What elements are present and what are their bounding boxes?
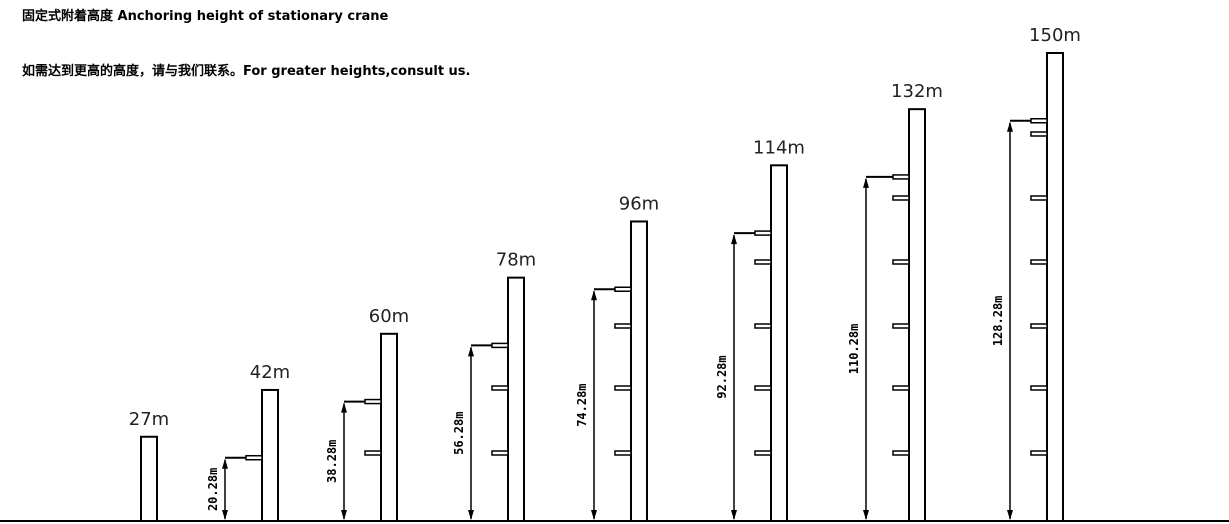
top-anchor-collar: [614, 286, 632, 292]
anchor-collar: [754, 259, 772, 265]
anchor-collar: [1030, 450, 1048, 456]
anchor-collar: [892, 450, 910, 456]
top-anchor-collar: [364, 398, 382, 405]
anchor-collar: [892, 195, 910, 201]
anchor-collar: [1030, 259, 1048, 265]
dimension-arrow-down: [1007, 510, 1013, 520]
anchor-height-label: 92.28m: [715, 355, 729, 398]
crane-mast: [1046, 52, 1064, 522]
anchor-collar: [754, 450, 772, 456]
dimension-arrow-down: [468, 510, 474, 520]
anchor-height-label: 20.28m: [206, 468, 220, 511]
anchor-height-label: 110.28m: [847, 324, 861, 375]
anchor-collar: [1030, 131, 1048, 137]
anchor-height-label: 56.28m: [452, 412, 466, 455]
anchor-height-label: 74.28m: [575, 383, 589, 426]
dimension-arrow-up: [341, 402, 347, 413]
crane-height-label: 78m: [496, 250, 536, 271]
dimension-arrow-up: [591, 290, 597, 301]
contact-note: 如需达到更高的高度，请与我们联系。For greater heights,con…: [22, 64, 471, 79]
anchor-collar: [364, 450, 382, 456]
dimension-arrow-up: [731, 234, 737, 245]
anchor-collar: [754, 323, 772, 329]
top-anchor-collar: [491, 342, 509, 349]
crane-height-label: 60m: [369, 306, 409, 327]
top-anchor-collar: [754, 230, 772, 236]
crane-mast: [630, 220, 648, 522]
anchor-collar: [1030, 195, 1048, 201]
anchor-collar: [491, 385, 509, 391]
crane-mast: [380, 332, 398, 522]
dimension-arrow-up: [1007, 121, 1013, 132]
anchor-height-label: 128.28m: [991, 296, 1005, 347]
anchor-height-label: 38.28m: [325, 440, 339, 483]
dimension-arrow-up: [468, 346, 474, 357]
anchor-collar: [491, 450, 509, 456]
anchor-collar: [892, 385, 910, 391]
crane-mast: [261, 388, 279, 522]
crane-height-label: 150m: [1029, 25, 1081, 46]
diagram-title: 固定式附着高度 Anchoring height of stationary c…: [22, 9, 389, 24]
dimension-arrow-down: [591, 510, 597, 520]
crane-mast: [770, 164, 788, 522]
crane-height-label: 114m: [753, 137, 805, 158]
dimension-arrow-down: [731, 510, 737, 520]
dimension-arrow-up: [222, 458, 228, 469]
crane-mast: [507, 276, 525, 523]
anchor-collar: [614, 450, 632, 456]
anchor-collar: [1030, 385, 1048, 391]
anchor-collar: [1030, 323, 1048, 329]
crane-height-label: 42m: [250, 362, 290, 383]
anchor-collar: [754, 385, 772, 391]
dimension-arrow-down: [222, 510, 228, 520]
top-anchor-collar: [892, 174, 910, 180]
dimension-arrow-down: [341, 510, 347, 520]
anchor-collar: [614, 323, 632, 329]
crane-mast: [908, 108, 926, 522]
anchor-collar: [892, 259, 910, 265]
anchor-collar: [892, 323, 910, 329]
dimension-arrow-down: [863, 510, 869, 520]
anchor-collar: [614, 385, 632, 391]
top-anchor-collar: [245, 454, 263, 461]
top-anchor-collar: [1030, 118, 1048, 124]
crane-height-label: 132m: [891, 81, 943, 102]
crane-height-label: 96m: [619, 193, 659, 214]
crane-mast: [140, 435, 158, 523]
crane-height-label: 27m: [129, 409, 169, 430]
dimension-arrow-up: [863, 177, 869, 188]
